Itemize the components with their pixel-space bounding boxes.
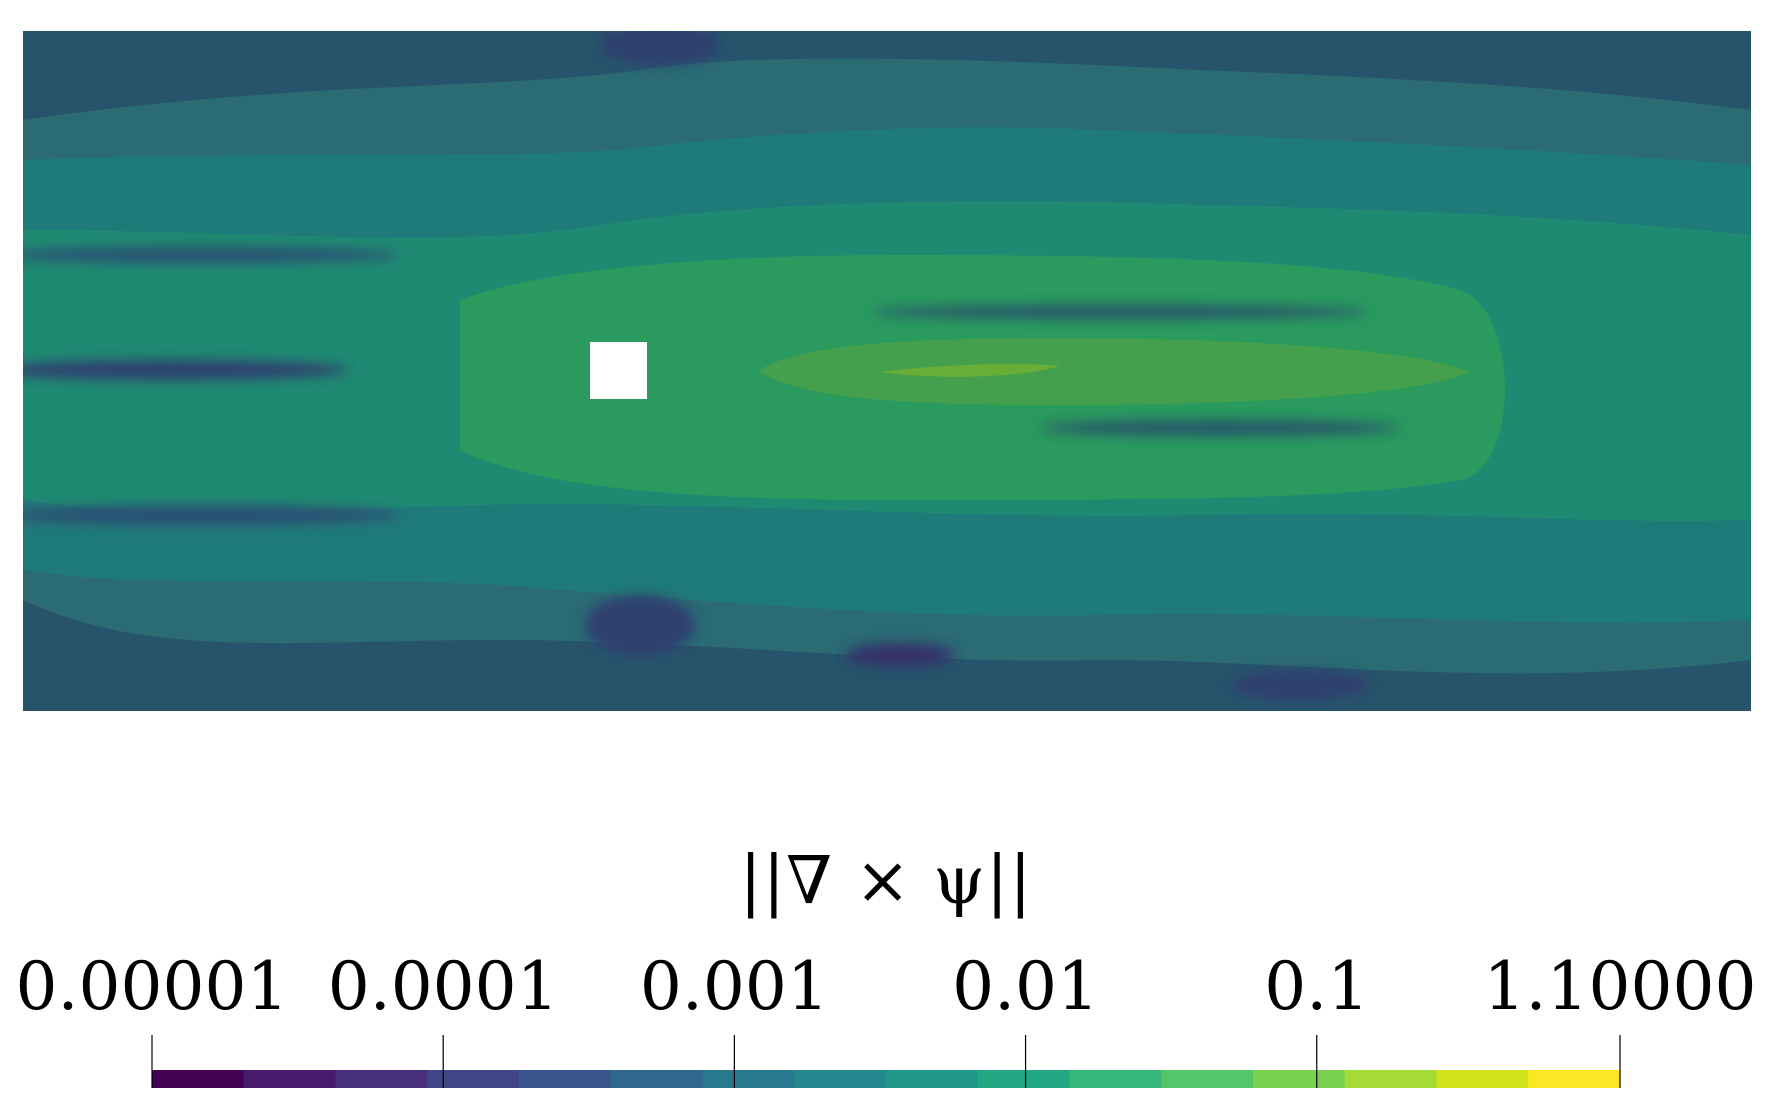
streak [23, 247, 400, 263]
colorbar-tick-label: 0.0001 [327, 948, 559, 1025]
colorbar-band [886, 1070, 979, 1088]
streak [23, 360, 350, 380]
field-band-6 [880, 364, 1060, 377]
colorbar-band [1069, 1070, 1162, 1088]
colorbar-band [702, 1070, 795, 1088]
streak [870, 305, 1370, 319]
colorbar-band [794, 1070, 887, 1088]
colorbar-band [1253, 1070, 1346, 1088]
obstacle [590, 342, 647, 399]
colorbar-title: ||∇ × ψ|| [739, 842, 1033, 919]
colorbar [151, 1035, 1621, 1088]
colorbar-band [1161, 1070, 1254, 1088]
colorbar-band [519, 1070, 612, 1088]
streak [600, 31, 720, 65]
colorbar-band [427, 1070, 520, 1088]
colorbar-band [977, 1070, 1071, 1088]
streak [1040, 420, 1400, 436]
colorbar-tick-label: 0.00001 [15, 948, 289, 1025]
colorbar-tick-label: 1.10000 [1483, 948, 1757, 1025]
streak [845, 643, 955, 667]
colorbar-band [1528, 1070, 1621, 1088]
vorticity-field [23, 31, 1751, 711]
colorbar-band [1436, 1070, 1529, 1088]
streak [23, 505, 400, 525]
colorbar-tick-label: 0.01 [952, 948, 1100, 1025]
colorbar-band [610, 1070, 704, 1088]
colorbar-band [152, 1070, 245, 1088]
field-dark-streaks [23, 31, 1400, 700]
field-band-5 [760, 338, 1470, 405]
streak [585, 595, 695, 655]
colorbar-tick-label: 0.001 [639, 948, 829, 1025]
colorbar-band [243, 1070, 337, 1088]
colorbar-tick-label: 0.1 [1264, 948, 1370, 1025]
colorbar-band [335, 1070, 428, 1088]
colorbar-band [1344, 1070, 1438, 1088]
streak [1230, 670, 1370, 700]
